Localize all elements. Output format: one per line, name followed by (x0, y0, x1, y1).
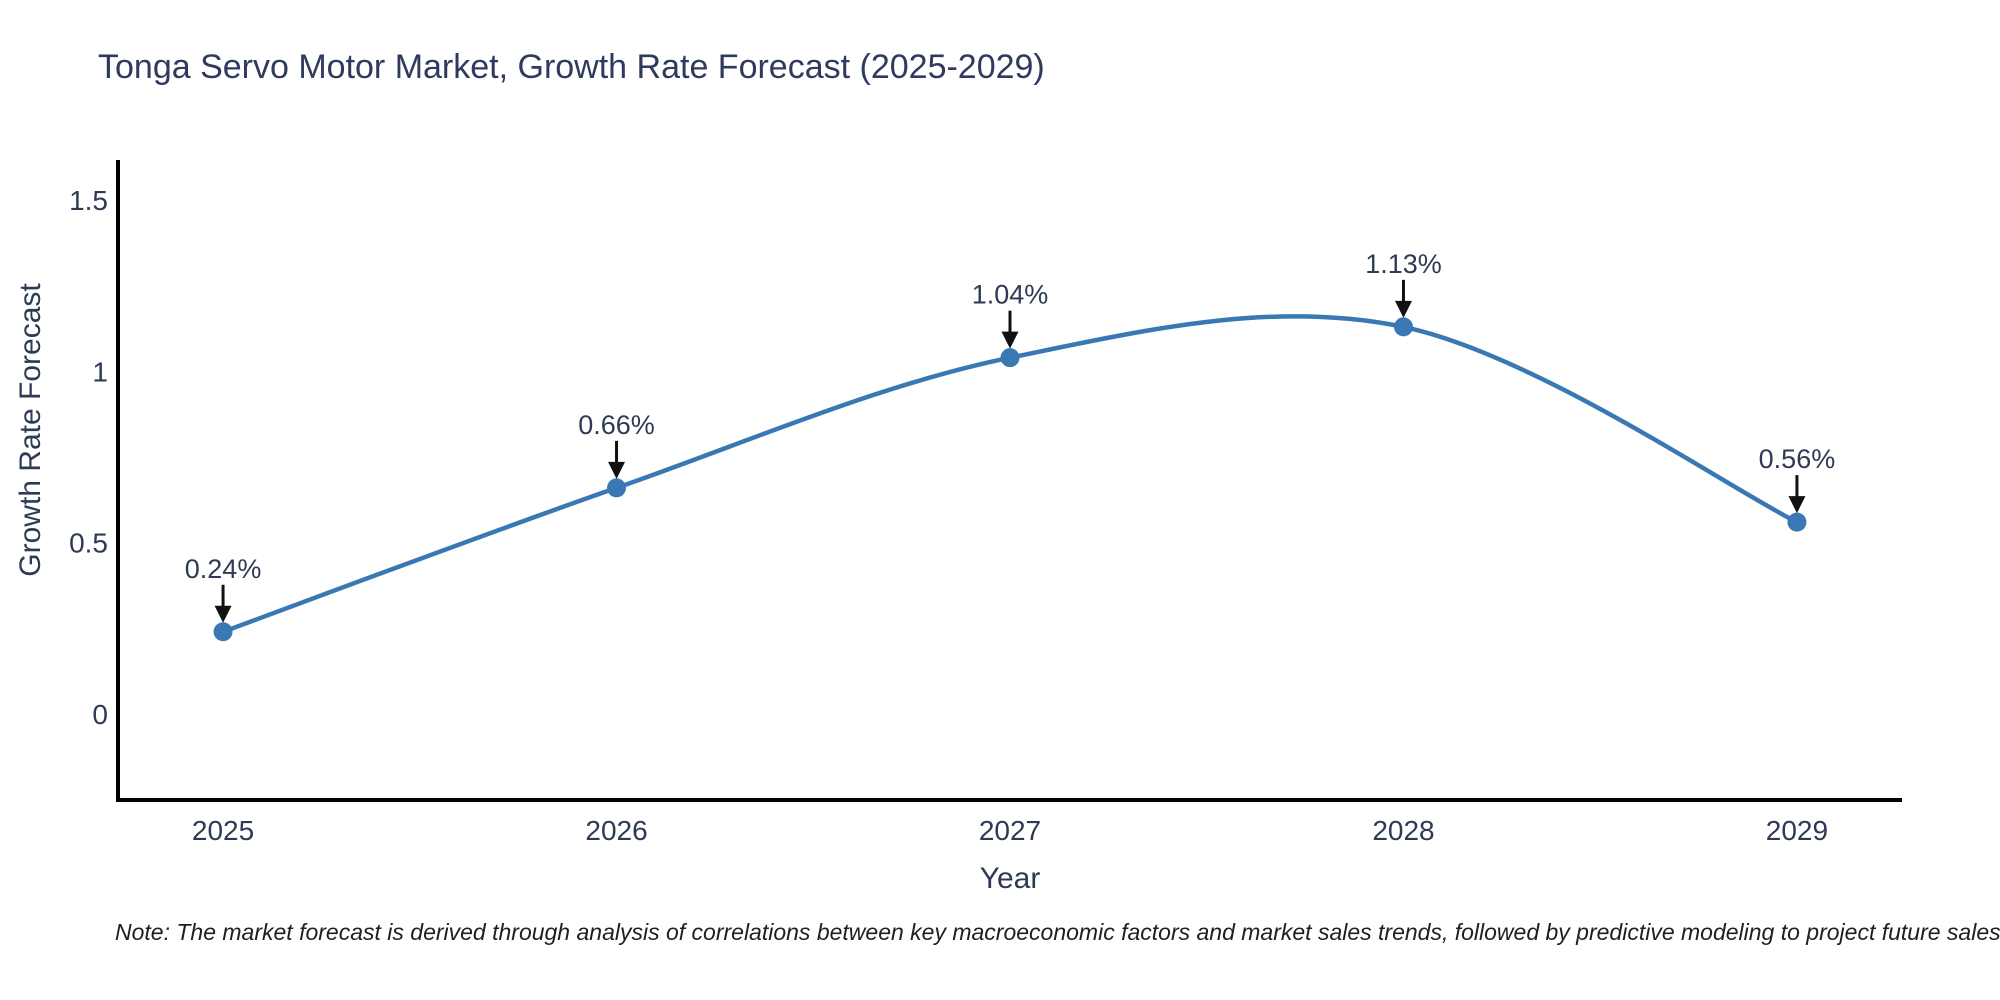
series-growth-rate (213, 314, 1807, 642)
data-point-marker (213, 622, 233, 642)
point-annotation: 1.04% (972, 280, 1049, 349)
x-tick-label: 2027 (979, 815, 1041, 846)
y-tick-label: 1 (92, 356, 108, 387)
point-annotation: 1.13% (1365, 249, 1442, 318)
data-point-marker (1787, 512, 1807, 532)
point-annotations: 0.24% 0.66% 1.04% 1.13% 0.56% (185, 249, 1835, 623)
annotation-label: 0.56% (1759, 444, 1836, 474)
annotation-arrow-head (1394, 300, 1412, 318)
point-annotation: 0.56% (1759, 444, 1836, 514)
x-tick-labels: 2025 2026 2027 2028 2029 (192, 815, 1828, 846)
data-point-marker (1000, 348, 1020, 368)
y-tick-label: 0.5 (69, 528, 108, 559)
point-annotation: 0.66% (578, 410, 655, 479)
x-tick-label: 2029 (1766, 815, 1828, 846)
x-tick-label: 2025 (192, 815, 254, 846)
annotation-label: 1.04% (972, 280, 1049, 310)
y-axis: 0 0.5 1 1.5 Growth Rate Forecast (14, 160, 120, 802)
annotation-arrow-head (1788, 496, 1806, 514)
annotation-arrow-head (1001, 331, 1019, 349)
data-point-marker (607, 478, 627, 498)
annotation-label: 1.13% (1365, 249, 1442, 279)
annotation-label: 0.24% (185, 554, 262, 584)
series-markers (213, 317, 1807, 642)
footnote: Note: The market forecast is derived thr… (115, 919, 2000, 945)
x-tick-label: 2026 (585, 815, 647, 846)
y-tick-label: 0 (92, 699, 108, 730)
y-tick-label: 1.5 (69, 185, 108, 216)
annotation-label: 0.66% (578, 410, 655, 440)
annotation-arrow-head (608, 461, 626, 479)
point-annotation: 0.24% (185, 554, 262, 623)
x-axis-title: Year (980, 862, 1041, 895)
x-tick-label: 2028 (1372, 815, 1434, 846)
x-axis: 2025 2026 2027 2028 2029 Year (116, 798, 1902, 895)
y-axis-title: Growth Rate Forecast (14, 283, 47, 577)
data-point-marker (1393, 317, 1413, 337)
chart-title: Tonga Servo Motor Market, Growth Rate Fo… (98, 48, 1045, 86)
annotation-arrow-head (214, 605, 232, 623)
y-tick-labels: 0 0.5 1 1.5 (69, 185, 108, 730)
